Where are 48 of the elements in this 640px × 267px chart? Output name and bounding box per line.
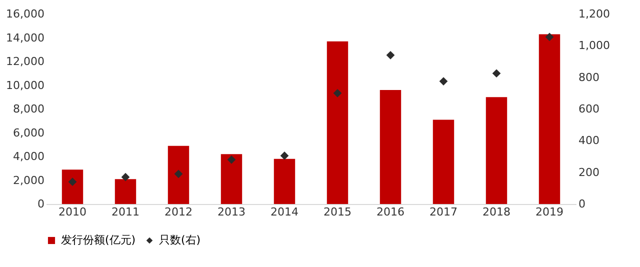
y2-tick-label: 200 bbox=[578, 166, 600, 179]
y-tick-label: 0 bbox=[38, 198, 44, 210]
point bbox=[280, 152, 289, 160]
bar bbox=[380, 90, 402, 204]
bar bbox=[326, 41, 348, 204]
y2-tick-label: 0 bbox=[578, 198, 586, 210]
point bbox=[439, 77, 448, 86]
y-tick-label: 12,000 bbox=[6, 55, 44, 68]
bar bbox=[114, 179, 136, 204]
x-tick-label: 2016 bbox=[376, 206, 404, 218]
bar bbox=[220, 154, 242, 204]
legend-label: 只数(右) bbox=[159, 234, 201, 246]
x-tick-label: 2013 bbox=[218, 206, 246, 218]
x-tick-label: 2011 bbox=[112, 206, 140, 218]
bar bbox=[62, 170, 84, 204]
point bbox=[545, 32, 554, 42]
point bbox=[68, 178, 77, 186]
bar bbox=[538, 34, 560, 204]
y-tick-label: 10,000 bbox=[6, 78, 44, 92]
x-tick-label: 2017 bbox=[430, 206, 458, 218]
point bbox=[333, 88, 342, 98]
point bbox=[386, 50, 395, 60]
y-tick-label: 6,000 bbox=[13, 126, 44, 140]
y2-tick-label: 1,000 bbox=[578, 39, 610, 52]
y2-tick-label: 400 bbox=[578, 134, 600, 148]
y-tick-label: 4,000 bbox=[13, 150, 44, 163]
y-tick-label: 8,000 bbox=[13, 102, 44, 116]
x-tick-label: 2012 bbox=[164, 206, 192, 218]
x-tick-label: 2010 bbox=[58, 206, 86, 218]
x-tick-label: 2015 bbox=[324, 206, 352, 218]
x-tick-label: 2018 bbox=[482, 206, 510, 218]
point bbox=[227, 155, 236, 164]
legend-label: 发行份额(亿元) bbox=[61, 234, 136, 246]
point bbox=[174, 170, 183, 178]
y-tick-label: 2,000 bbox=[13, 174, 44, 187]
bar bbox=[432, 120, 454, 204]
x-tick-label: 2019 bbox=[536, 206, 564, 218]
y-tick-label: 16,000 bbox=[6, 8, 44, 20]
y2-tick-label: 1,200 bbox=[578, 8, 610, 20]
bar bbox=[274, 158, 296, 204]
bar bbox=[168, 146, 190, 204]
x-tick-label: 2014 bbox=[270, 206, 298, 218]
point bbox=[492, 69, 501, 78]
y2-tick-label: 600 bbox=[578, 102, 600, 116]
y-tick-label: 14,000 bbox=[6, 31, 44, 44]
y2-tick-label: 800 bbox=[578, 70, 600, 84]
point bbox=[121, 172, 130, 182]
bar bbox=[486, 97, 508, 204]
